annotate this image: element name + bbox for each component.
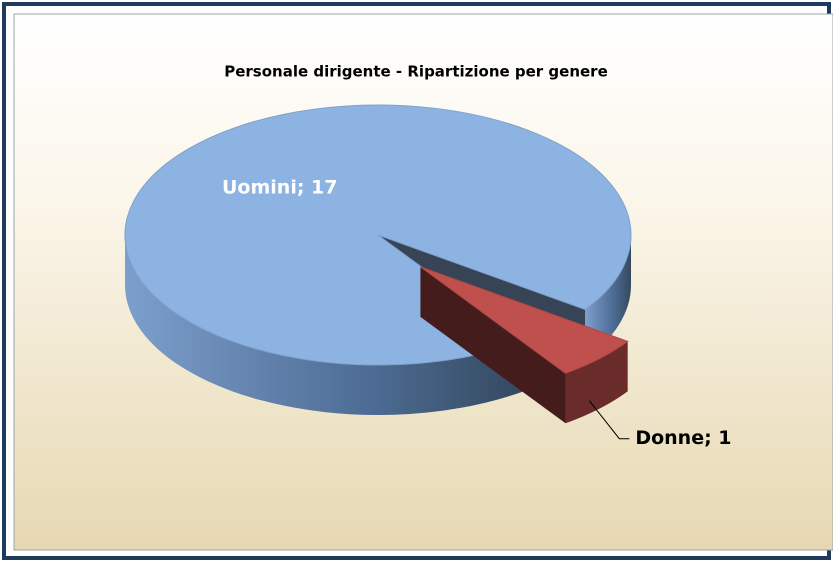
leader-line	[588, 400, 630, 440]
slice-face	[420, 266, 566, 424]
slice-top	[124, 104, 632, 366]
slice-side	[585, 235, 631, 360]
chart-title: Personale dirigente - Ripartizione per g…	[224, 63, 608, 81]
slice-top	[420, 266, 629, 374]
data-label: Uomini; 17	[222, 177, 337, 199]
slice	[420, 266, 629, 424]
slice-side	[125, 235, 524, 416]
slice-side	[565, 341, 628, 424]
pie	[124, 104, 632, 424]
data-label: Donne; 1	[635, 427, 731, 449]
